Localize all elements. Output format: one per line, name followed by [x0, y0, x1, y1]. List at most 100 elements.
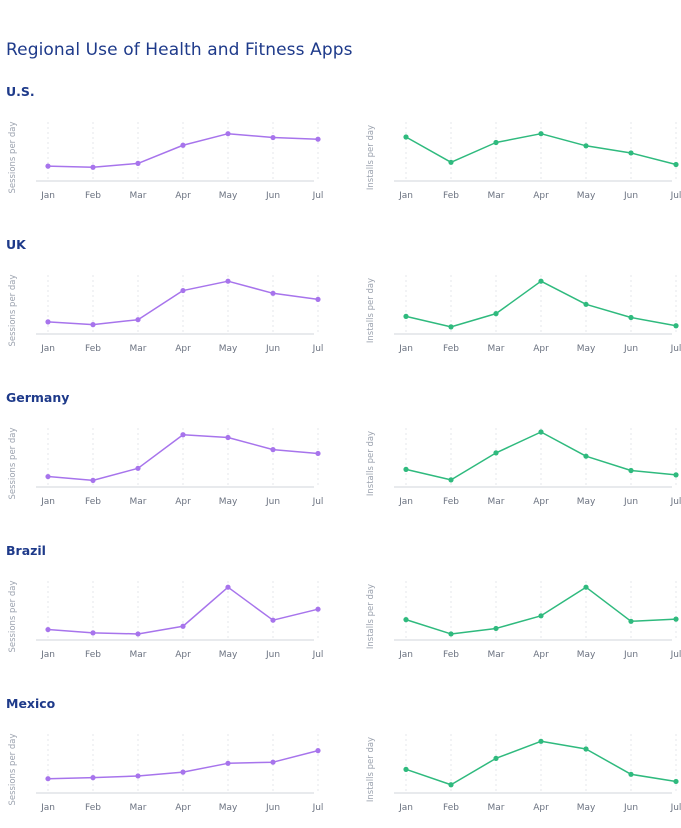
series-line — [405, 740, 677, 786]
y-axis-label: Installs per day — [366, 431, 376, 496]
x-tick-label-feb: Feb — [443, 650, 459, 660]
data-point-may — [225, 760, 231, 766]
x-tick-label-jun: Jun — [265, 803, 280, 813]
x-tick-label-mar: Mar — [488, 344, 505, 354]
x-tick-label-jun: Jun — [623, 497, 638, 507]
x-tick-label-apr: Apr — [533, 497, 549, 507]
x-tick-label-feb: Feb — [85, 344, 101, 354]
data-point-may — [583, 143, 589, 149]
chart-uk-installs: Installs per day Jan Feb Mar Apr May Jun Jul — [366, 275, 681, 354]
data-point-jun — [270, 759, 276, 765]
x-tick-label-apr: Apr — [175, 803, 191, 813]
data-point-jun — [270, 290, 276, 296]
x-tick-label-feb: Feb — [85, 803, 101, 813]
region-title-uk: UK — [6, 237, 26, 252]
y-axis-label: Installs per day — [366, 584, 376, 649]
x-tick-label-jul: Jul — [670, 803, 681, 813]
data-point-may — [583, 746, 589, 752]
data-point-feb — [90, 164, 96, 170]
data-point-feb — [448, 324, 454, 330]
x-tick-label-jun: Jun — [623, 803, 638, 813]
y-axis-label: Installs per day — [366, 737, 376, 802]
data-point-may — [583, 453, 589, 459]
region-title-mexico: Mexico — [6, 696, 56, 711]
data-point-jan — [403, 617, 409, 623]
x-tick-label-mar: Mar — [130, 191, 147, 201]
chart-brazil-sessions: Sessions per day Jan Feb Mar Apr May Jun Jul — [8, 580, 323, 660]
data-point-mar — [135, 317, 141, 323]
x-tick-label-apr: Apr — [175, 191, 191, 201]
x-tick-label-may: May — [577, 803, 596, 813]
x-tick-label-jun: Jun — [265, 650, 280, 660]
x-tick-label-mar: Mar — [488, 803, 505, 813]
data-point-jan — [45, 776, 51, 782]
x-tick-label-feb: Feb — [443, 191, 459, 201]
chart-germany-installs: Installs per day Jan Feb Mar Apr May Jun Jul — [366, 428, 681, 507]
data-point-feb — [448, 477, 454, 483]
x-tick-label-jul: Jul — [312, 191, 324, 201]
data-point-may — [225, 584, 231, 590]
y-axis-label: Installs per day — [366, 278, 376, 343]
x-tick-label-mar: Mar — [488, 191, 505, 201]
chart-u-s-installs: Installs per day Jan Feb Mar Apr May Jun Jul — [366, 122, 681, 201]
data-point-apr — [538, 738, 544, 744]
x-tick-label-feb: Feb — [85, 650, 101, 660]
x-tick-label-feb: Feb — [85, 497, 101, 507]
x-tick-label-jul: Jul — [670, 344, 681, 354]
x-tick-label-mar: Mar — [130, 803, 147, 813]
data-point-apr — [538, 613, 544, 619]
x-tick-label-mar: Mar — [488, 650, 505, 660]
data-point-may — [225, 131, 231, 137]
chart-mexico-sessions: Sessions per day Jan Feb Mar Apr May Jun Jul — [8, 733, 323, 813]
data-point-may — [583, 584, 589, 590]
data-point-jan — [45, 473, 51, 480]
data-point-mar — [493, 450, 499, 456]
x-tick-label-may: May — [577, 497, 596, 507]
x-tick-label-apr: Apr — [175, 497, 191, 507]
data-point-jan — [45, 163, 51, 169]
chart-u-s-sessions: Sessions per day Jan Feb Mar Apr May Jun Jul — [8, 121, 323, 201]
data-point-jan — [403, 766, 409, 772]
chart-mexico-installs: Installs per day Jan Feb Mar Apr May Jun Jul — [366, 734, 681, 813]
data-point-feb — [448, 782, 454, 788]
data-point-jul — [315, 296, 321, 302]
data-point-mar — [135, 160, 141, 166]
data-point-jan — [45, 626, 51, 633]
data-point-jun — [270, 134, 276, 141]
region-title-brazil: Brazil — [6, 543, 46, 558]
x-tick-label-apr: Apr — [533, 191, 549, 201]
data-point-jan — [403, 134, 409, 140]
data-point-jan — [403, 466, 409, 472]
data-point-apr — [538, 429, 544, 435]
x-tick-label-jan: Jan — [40, 191, 55, 201]
data-point-mar — [493, 311, 499, 317]
data-point-mar — [493, 625, 499, 632]
data-point-jul — [673, 161, 679, 168]
data-point-apr — [180, 142, 186, 148]
x-tick-label-apr: Apr — [175, 344, 191, 354]
data-point-mar — [493, 755, 499, 761]
region-title-u-s: U.S. — [6, 84, 35, 99]
x-tick-label-may: May — [219, 191, 238, 201]
x-tick-label-jun: Jun — [265, 191, 280, 201]
region-title-germany: Germany — [6, 390, 70, 405]
data-point-mar — [135, 631, 141, 637]
x-tick-label-feb: Feb — [443, 497, 459, 507]
chart-brazil-installs: Installs per day Jan Feb Mar Apr May Jun Jul — [366, 581, 681, 660]
data-point-jun — [628, 314, 634, 321]
data-point-apr — [180, 623, 186, 629]
data-point-jul — [673, 616, 679, 622]
data-point-jun — [628, 618, 634, 624]
data-point-jun — [628, 771, 634, 777]
x-tick-label-mar: Mar — [488, 497, 505, 507]
data-point-jun — [270, 617, 276, 623]
x-tick-label-jan: Jan — [40, 650, 55, 660]
x-tick-label-feb: Feb — [443, 344, 459, 354]
data-point-jul — [315, 606, 321, 612]
x-tick-label-may: May — [219, 344, 238, 354]
x-tick-label-mar: Mar — [130, 497, 147, 507]
x-tick-label-may: May — [577, 650, 596, 660]
y-axis-label: Sessions per day — [8, 733, 18, 805]
x-tick-label-jan: Jan — [398, 497, 413, 507]
data-point-jul — [315, 748, 321, 754]
